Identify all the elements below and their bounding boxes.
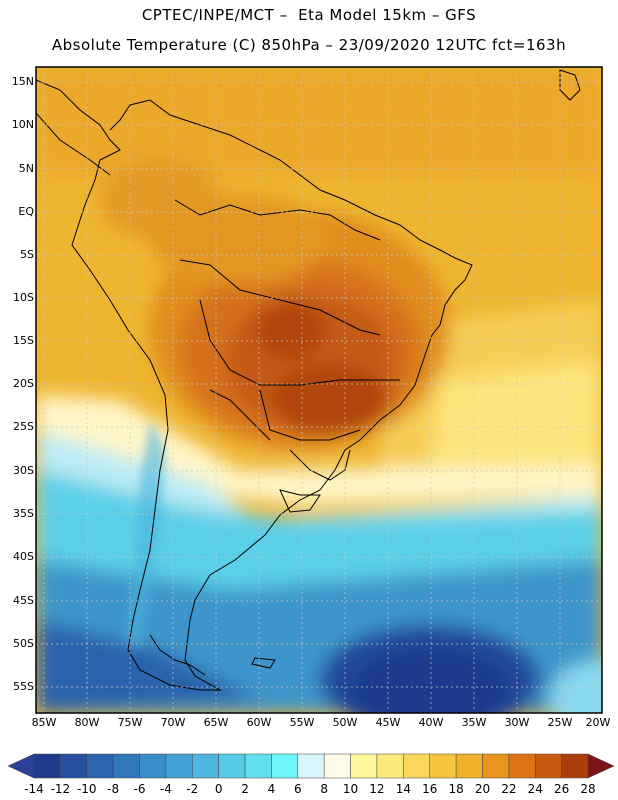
colorbar-under-arrow	[7, 753, 35, 779]
colorbar-tick-label: -4	[159, 782, 172, 796]
lat-label: 35S	[13, 507, 34, 520]
lat-label: 5N	[18, 162, 34, 175]
lon-label: 35W	[461, 716, 487, 729]
lat-label: 10N	[11, 118, 34, 131]
lat-label: 40S	[13, 550, 34, 563]
colorbar-tick-label: -8	[107, 782, 120, 796]
colorbar-tick-label: 6	[293, 782, 302, 796]
colorbar-tick-label: 0	[214, 782, 223, 796]
lon-label: 80W	[74, 716, 100, 729]
colorbar-tick-label: -2	[186, 782, 199, 796]
colorbar-tick-label: -10	[76, 782, 97, 796]
colorbar-swatch	[534, 753, 562, 779]
lat-label: 10S	[13, 291, 34, 304]
colorbar-swatch	[244, 753, 272, 779]
title-line-2: Absolute Temperature (C) 850hPa – 23/09/…	[51, 36, 567, 54]
lat-label: 45S	[13, 594, 34, 607]
colorbar-swatch	[323, 753, 351, 779]
lon-label: 65W	[203, 716, 229, 729]
colorbar-swatch	[376, 753, 404, 779]
colorbar-tick-label: -14	[24, 782, 44, 796]
colorbar-tick-label: 16	[422, 782, 438, 796]
map-frame	[35, 66, 603, 714]
lat-label: EQ	[18, 205, 34, 218]
colorbar	[7, 753, 615, 779]
colorbar-swatch	[350, 753, 378, 779]
lat-label: 25S	[13, 420, 34, 433]
colorbar-tick-label: 8	[320, 782, 328, 796]
lon-label: 70W	[160, 716, 186, 729]
lon-label: 85W	[31, 716, 57, 729]
colorbar-swatch	[86, 753, 114, 779]
lon-label: 75W	[117, 716, 143, 729]
lon-label: 55W	[289, 716, 315, 729]
colorbar-swatch	[33, 753, 61, 779]
colorbar-tick-label: 20	[474, 782, 491, 796]
colorbar-tick-label: 4	[267, 782, 276, 796]
colorbar-tick-label: 14	[395, 782, 411, 796]
colorbar-swatch	[561, 753, 589, 779]
lon-label: 40W	[418, 716, 444, 729]
lat-label: 30S	[13, 464, 34, 477]
colorbar-swatch	[271, 753, 299, 779]
colorbar-tick-label: 12	[369, 782, 385, 796]
lon-label: 20W	[585, 716, 611, 729]
colorbar-swatch	[403, 753, 430, 779]
lat-label: 15N	[11, 75, 34, 88]
colorbar-swatch	[297, 753, 325, 779]
lon-label: 45W	[375, 716, 401, 729]
lat-label: 15S	[13, 334, 34, 347]
colorbar-swatch	[165, 753, 193, 779]
lat-label: 20S	[13, 377, 34, 390]
lat-label: 5S	[20, 248, 34, 261]
colorbar-swatch	[482, 753, 510, 779]
coastlines	[36, 69, 581, 691]
lon-label: 50W	[332, 716, 358, 729]
lon-label: 60W	[246, 716, 272, 729]
colorbar-tick-label: -6	[133, 782, 146, 796]
colorbar-swatch	[60, 753, 88, 779]
colorbar-swatch	[218, 753, 246, 779]
title-line-1: CPTEC/INPE/MCT – Eta Model 15km – GFS	[141, 6, 477, 24]
colorbar-swatch	[508, 753, 536, 779]
colorbar-tick-label: 28	[580, 782, 596, 796]
colorbar-tick-label: 26	[553, 782, 570, 796]
lat-label: 50S	[13, 637, 34, 650]
colorbar-swatch	[192, 753, 219, 779]
colorbar-tick-label: 18	[448, 782, 464, 796]
colorbar-tick-label: 10	[342, 782, 359, 796]
colorbar-swatch	[139, 753, 167, 779]
lat-lon-grid	[36, 67, 602, 713]
colorbar-swatch	[429, 753, 457, 779]
colorbar-tick-label: 2	[241, 782, 249, 796]
colorbar-tick-label: -12	[50, 782, 71, 796]
colorbar-over-arrow	[587, 753, 615, 779]
lon-label: 25W	[547, 716, 573, 729]
lat-label: 55S	[13, 680, 34, 693]
colorbar-swatch	[112, 753, 140, 779]
lon-label: 30W	[504, 716, 530, 729]
temperature-field	[36, 67, 602, 713]
colorbar-tick-label: 24	[527, 782, 543, 796]
colorbar-swatch	[455, 753, 483, 779]
colorbar-tick-label: 22	[501, 782, 517, 796]
